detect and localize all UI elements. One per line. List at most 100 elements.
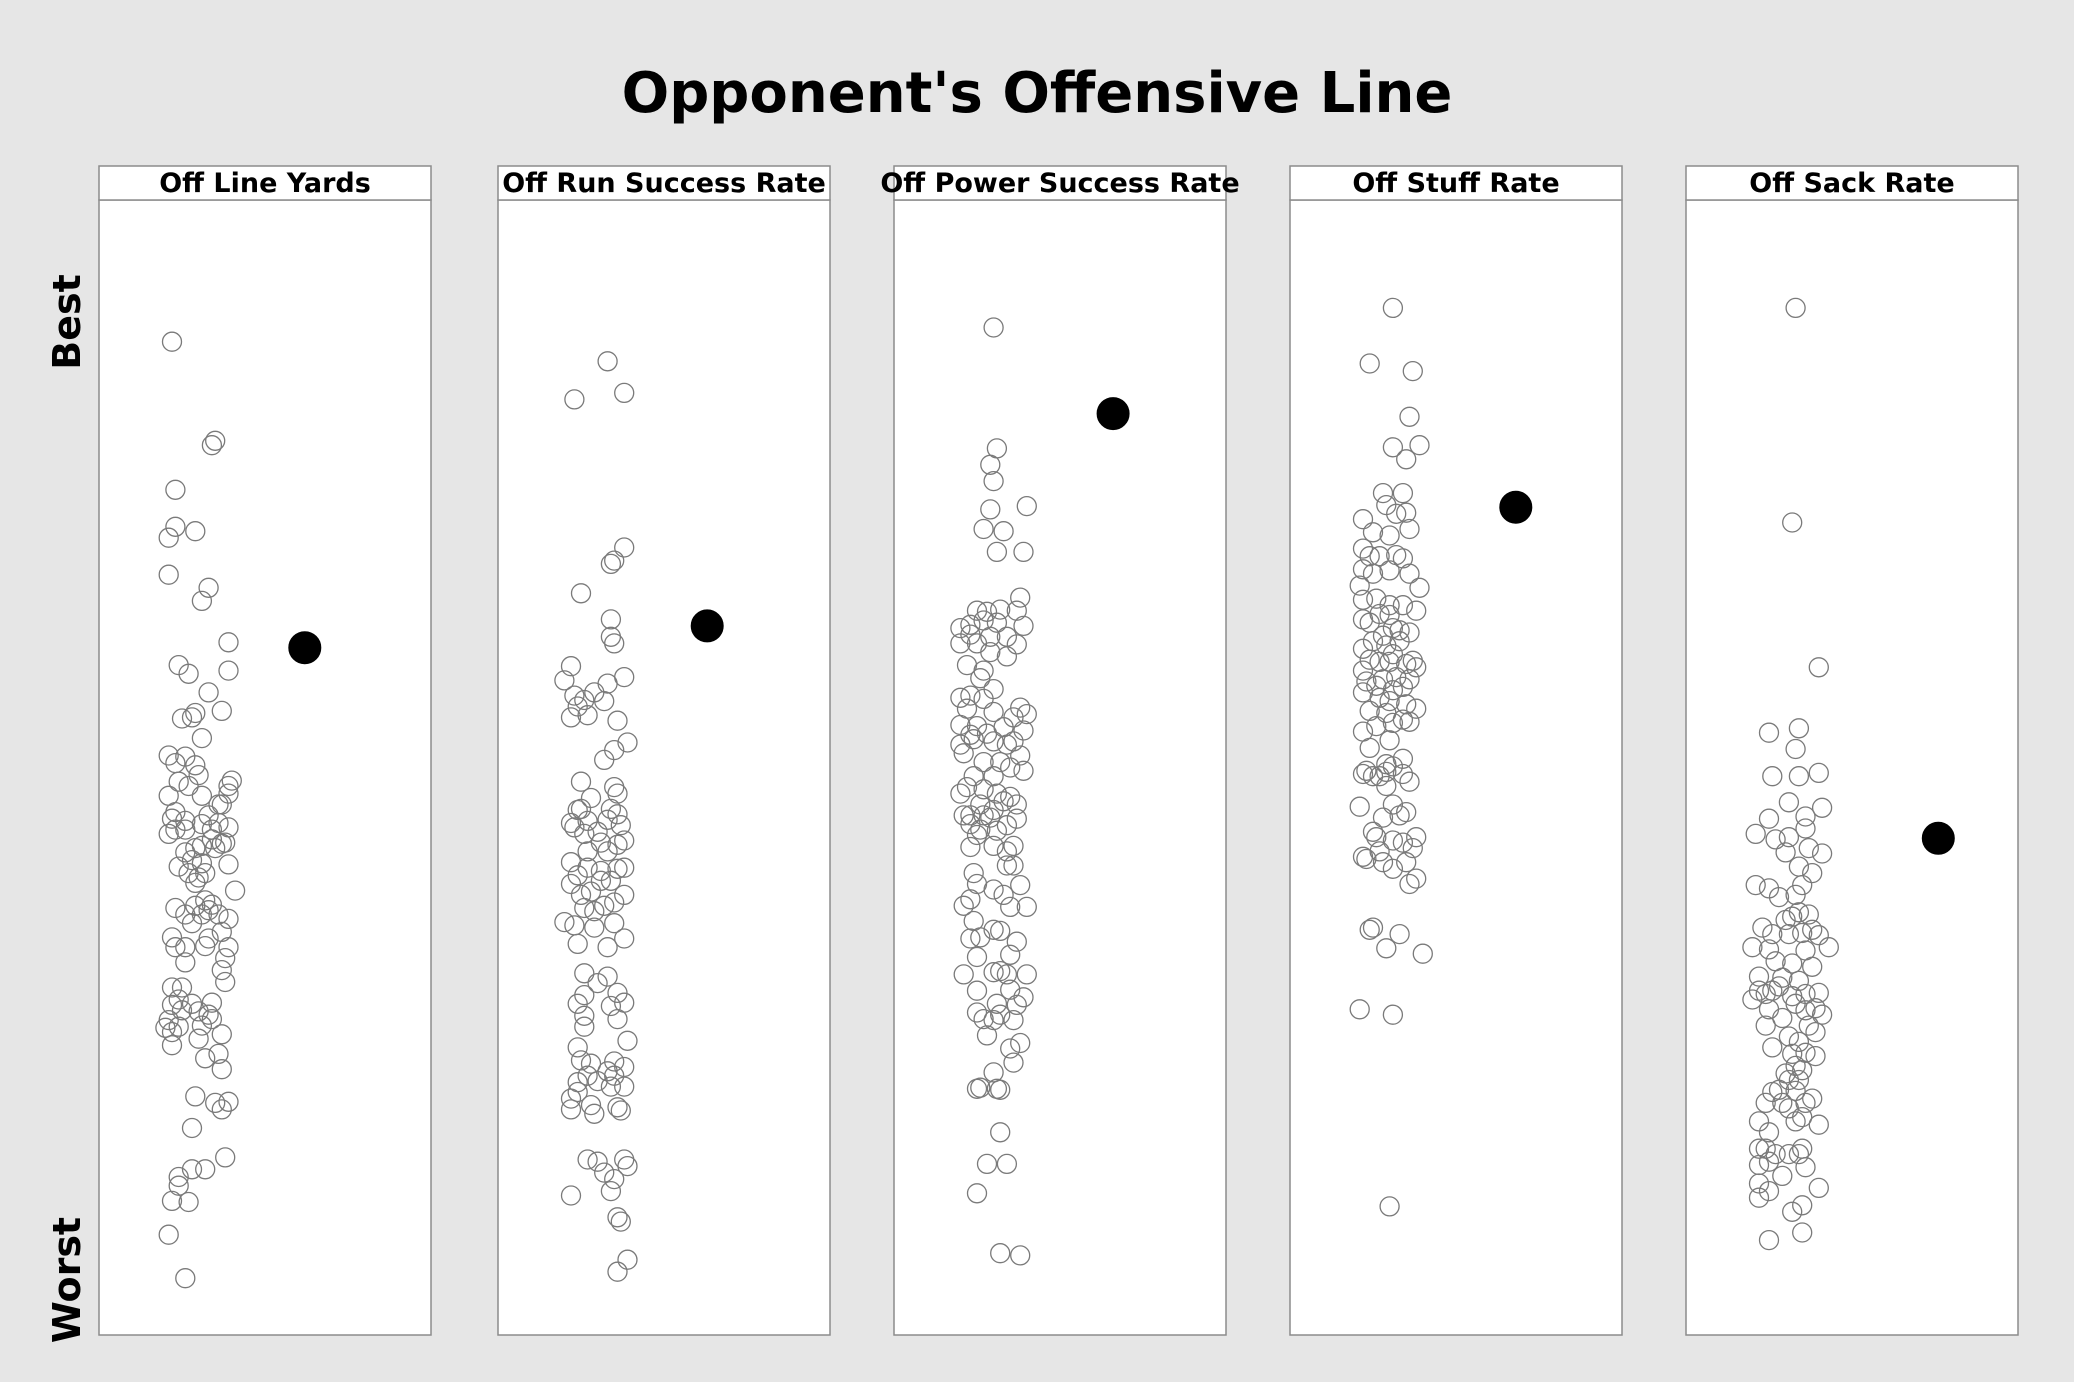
data-point: [1003, 1009, 1024, 1031]
data-point: [175, 1268, 196, 1289]
chart-title: Opponent's Offensive Line: [622, 61, 1453, 126]
data-point: [181, 1159, 203, 1180]
data-point: [1755, 1092, 1776, 1114]
panel-strip: [497, 165, 831, 201]
data-point: [1379, 560, 1400, 581]
data-point: [178, 862, 199, 884]
panel-title: Off Run Success Rate: [502, 168, 826, 199]
panel-title: Off Stuff Rate: [1352, 168, 1559, 199]
data-point: [224, 880, 246, 901]
data-point: [218, 854, 239, 875]
data-point: [1748, 1187, 1770, 1208]
data-point: [570, 583, 592, 604]
data-point: [983, 879, 1004, 900]
data-point: [1356, 848, 1377, 870]
data-point: [161, 1190, 183, 1212]
data-point: [1811, 843, 1833, 864]
data-points: [1349, 297, 1433, 1217]
data-point: [1382, 712, 1404, 734]
data-point: [1366, 675, 1387, 696]
data-point: [1758, 1151, 1780, 1172]
panel-1: Off Line Yards: [98, 165, 432, 1336]
data-point: [1352, 846, 1374, 867]
data-point: [607, 1097, 628, 1118]
data-point: [604, 1168, 625, 1190]
data-point: [181, 1117, 203, 1139]
data-point: [1795, 806, 1816, 827]
data-point: [1782, 953, 1803, 974]
data-point: [1785, 297, 1806, 319]
data-point: [1805, 1045, 1826, 1067]
panel-5: Off Sack Rate: [1685, 165, 2019, 1336]
data-point: [570, 1050, 592, 1071]
data-point: [983, 835, 1004, 857]
data-point: [554, 911, 575, 933]
data-point: [181, 993, 203, 1014]
data-point: [996, 855, 1018, 876]
data-point: [1352, 660, 1374, 681]
data-point: [577, 1149, 598, 1170]
data-point: [986, 612, 1008, 633]
data-point: [195, 1159, 216, 1180]
data-point: [198, 1004, 219, 1025]
data-point: [980, 641, 1001, 663]
data-point: [1762, 923, 1783, 945]
data-point: [1389, 805, 1410, 826]
data-point: [990, 920, 1011, 942]
data-point: [600, 798, 622, 820]
data-point: [564, 389, 585, 410]
data-point: [161, 808, 183, 829]
data-point: [1772, 1092, 1793, 1114]
data-point: [218, 660, 239, 681]
data-point: [1010, 1032, 1031, 1054]
data-point: [215, 1147, 236, 1168]
data-point: [1808, 762, 1829, 784]
data-point: [191, 727, 213, 749]
data-point: [208, 1043, 229, 1065]
data-point: [1788, 766, 1810, 787]
highlight-point: [288, 631, 322, 665]
data-point: [1366, 715, 1387, 737]
data-point: [597, 841, 618, 862]
data-point: [1369, 546, 1390, 567]
data-point: [1798, 837, 1819, 859]
data-point: [1748, 966, 1770, 987]
data-point: [953, 964, 974, 985]
data-point: [1406, 657, 1427, 678]
data-point: [211, 1024, 232, 1045]
data-point: [158, 823, 179, 845]
data-point: [1379, 525, 1400, 546]
data-point: [205, 1092, 226, 1114]
data-point: [1785, 1111, 1806, 1132]
data-point: [1785, 738, 1806, 760]
data-point: [1362, 821, 1384, 842]
data-point: [1742, 989, 1763, 1010]
data-point: [1778, 792, 1800, 813]
data-point: [211, 1099, 232, 1120]
data-point: [554, 670, 575, 691]
data-point: [161, 331, 183, 352]
panel-2: Off Run Success Rate: [497, 165, 831, 1336]
data-point: [1372, 482, 1394, 504]
data-point: [976, 1025, 998, 1046]
data-point: [1392, 763, 1414, 785]
data-point: [607, 834, 628, 855]
data-point: [1805, 1021, 1826, 1043]
data-point: [1016, 703, 1037, 725]
data-point: [1359, 700, 1380, 722]
data-point: [211, 700, 232, 722]
data-point: [970, 927, 991, 948]
data-point: [205, 430, 226, 451]
data-point: [218, 908, 239, 930]
data-point: [215, 947, 236, 969]
data-point: [1379, 730, 1400, 751]
panel-frame: [98, 199, 432, 1336]
data-point: [1782, 1043, 1803, 1065]
data-point: [191, 853, 213, 874]
data-point: [1782, 1201, 1803, 1222]
data-point: [973, 518, 994, 540]
panel-title: Off Sack Rate: [1749, 168, 1954, 199]
data-point: [1811, 797, 1833, 818]
data-point: [983, 919, 1004, 940]
